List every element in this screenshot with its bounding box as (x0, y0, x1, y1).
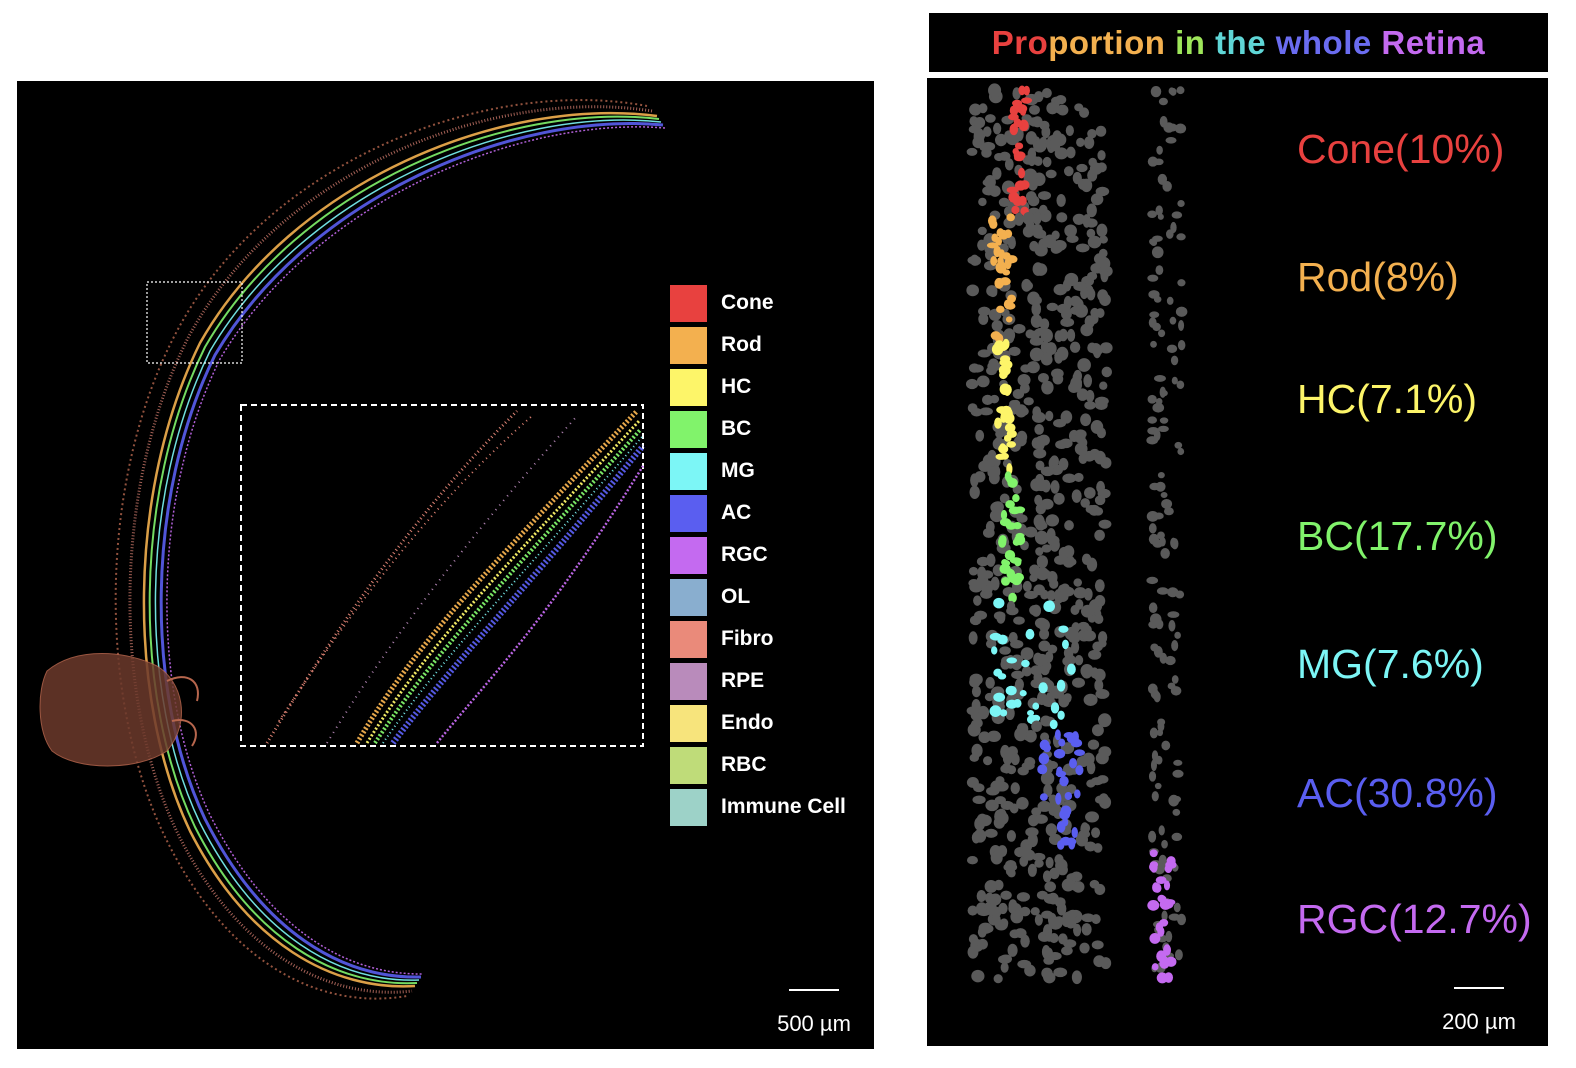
legend-label: Fibro (721, 627, 774, 650)
scale-bar-label: 200 µm (1442, 1009, 1516, 1034)
cell-proportion-panel: Cone(10%) Rod(8%) HC(7.1%) BC(17.7%) MG(… (927, 78, 1548, 1046)
legend-swatch (670, 662, 707, 700)
legend-item: HC (670, 366, 870, 408)
scale-bar-line (789, 989, 839, 991)
legend-label: OL (721, 585, 751, 608)
retina-section-image (39, 99, 666, 1000)
legend-item: AC (670, 492, 870, 534)
legend-label: AC (721, 501, 752, 524)
title-segment: Retina (1381, 23, 1486, 61)
legend-item: Fibro (670, 618, 870, 660)
legend-item: OL (670, 576, 870, 618)
proportion-label-hc: HC(7.1%) (1297, 376, 1477, 422)
proportion-label-rgc: RGC(12.7%) (1297, 896, 1532, 942)
legend-swatch (670, 452, 707, 490)
legend-label: Cone (721, 291, 774, 314)
title-segment: por (1048, 23, 1103, 61)
legend-item: Endo (670, 702, 870, 744)
legend-swatch (670, 326, 707, 364)
scale-bar-label: 500 µm (777, 1011, 851, 1036)
legend-swatch (670, 410, 707, 448)
legend-label: Rod (721, 333, 762, 356)
legend-swatch (670, 620, 707, 658)
proportion-label-mg: MG(7.6%) (1297, 641, 1484, 687)
title-segment: whole (1275, 23, 1382, 61)
legend-item: MG (670, 450, 870, 492)
legend-label: BC (721, 417, 752, 440)
legend-label: Endo (721, 711, 774, 734)
legend-item: Cone (670, 282, 870, 324)
scale-bar-left: 500 µm (769, 989, 859, 1037)
legend-swatch (670, 578, 707, 616)
legend-swatch (670, 704, 707, 742)
legend-label: RPE (721, 669, 765, 692)
legend-label: Immune Cell (721, 795, 846, 818)
legend-label: RGC (721, 543, 768, 566)
cell-type-legend: Cone Rod HC BC MG AC RGC OL Fibro RPE En… (670, 282, 870, 828)
legend-swatch (670, 368, 707, 406)
segmented-cells-image (965, 83, 1188, 985)
scale-bar-line (1454, 987, 1504, 989)
legend-label: MG (721, 459, 755, 482)
proportion-label-bc: BC(17.7%) (1297, 513, 1498, 559)
title-segment: the (1215, 23, 1276, 61)
legend-item: Rod (670, 324, 870, 366)
title-segment: Pro (991, 23, 1049, 61)
title-segment: in (1175, 23, 1216, 61)
title-segment: tion (1102, 23, 1176, 61)
legend-swatch (670, 494, 707, 532)
proportion-label-ac: AC(30.8%) (1297, 770, 1498, 816)
retina-section-panel: Cone Rod HC BC MG AC RGC OL Fibro RPE En… (17, 81, 874, 1049)
scale-bar-right: 200 µm (1424, 987, 1534, 1035)
legend-item: RPE (670, 660, 870, 702)
legend-item: Immune Cell (670, 786, 870, 828)
legend-item: RBC (670, 744, 870, 786)
legend-swatch (670, 536, 707, 574)
proportion-title: Pro por tion in the whole Retina (929, 13, 1548, 72)
legend-label: HC (721, 375, 752, 398)
legend-item: BC (670, 408, 870, 450)
legend-item: RGC (670, 534, 870, 576)
legend-swatch (670, 746, 707, 784)
proportion-label-cone: Cone(10%) (1297, 126, 1505, 172)
legend-swatch (670, 284, 707, 322)
legend-swatch (670, 788, 707, 826)
legend-label: RBC (721, 753, 767, 776)
proportion-label-rod: Rod(8%) (1297, 254, 1459, 300)
